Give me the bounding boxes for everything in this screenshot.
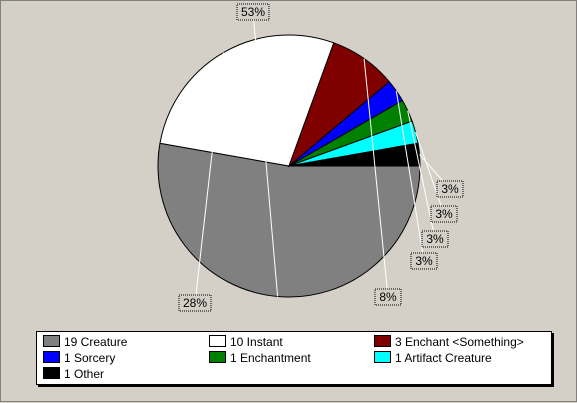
slice-label-enchantment: 3% <box>421 230 449 248</box>
legend-item-enchant-something: 3 Enchant <Something> <box>374 335 524 349</box>
legend-item-sorcery: 1 Sorcery <box>43 351 115 365</box>
legend-item-creature: 19 Creature <box>43 335 127 349</box>
legend-item-enchantment: 1 Enchantment <box>209 351 311 365</box>
slice-labels: 53% 28% 8% 3% 3% 3% 3% <box>178 3 464 312</box>
pie-slice-instant <box>159 34 335 167</box>
leader-line-artifact-creature <box>415 131 445 215</box>
legend-swatch-other <box>43 367 60 379</box>
legend-label-artifact-creature: 1 Artifact Creature <box>395 351 492 365</box>
slice-percent-label: 28% <box>183 296 207 310</box>
slice-label-enchant-something: 8% <box>374 288 402 306</box>
legend-swatch-sorcery <box>43 351 60 363</box>
legend-label-sorcery: 1 Sorcery <box>64 351 116 365</box>
legend: 19 Creature 10 Instant 3 Enchant <Someth… <box>36 331 552 385</box>
slice-label-sorcery: 3% <box>410 252 438 270</box>
legend-label-enchant-something: 3 Enchant <Something> <box>395 335 524 349</box>
legend-swatch-creature <box>43 335 60 347</box>
slice-label-box <box>236 3 270 21</box>
legend-swatch-enchant-something <box>374 335 391 347</box>
slice-percent-label: 53% <box>241 5 265 19</box>
legend-item-other: 1 Other <box>43 367 104 381</box>
slice-percent-label: 3% <box>435 207 453 221</box>
slice-label-box <box>430 205 458 223</box>
slice-percent-label: 3% <box>426 232 444 246</box>
slice-label-instant: 28% <box>178 294 212 312</box>
legend-swatch-instant <box>209 335 226 347</box>
legend-label-instant: 10 Instant <box>230 335 283 349</box>
slice-percent-label: 3% <box>415 254 433 268</box>
leader-line-instant <box>194 52 224 304</box>
slice-label-box <box>178 294 212 312</box>
leader-line-sorcery <box>395 90 425 262</box>
slice-label-box <box>374 288 402 306</box>
slice-label-creature: 53% <box>236 3 270 21</box>
leader-line-creature <box>252 11 279 297</box>
label-leader-lines <box>194 11 451 304</box>
leader-line-enchantment <box>407 110 436 240</box>
legend-label-enchantment: 1 Enchantment <box>230 351 311 365</box>
legend-item-instant: 10 Instant <box>209 335 283 349</box>
legend-label-other: 1 Other <box>64 367 105 381</box>
slice-percent-label: 3% <box>441 182 459 196</box>
slice-label-box <box>421 230 449 248</box>
leader-line-enchant-something <box>363 58 389 298</box>
legend-item-artifact-creature: 1 Artifact Creature <box>374 351 492 365</box>
slice-label-box <box>410 252 438 270</box>
slice-percent-label: 8% <box>379 290 397 304</box>
legend-swatch-artifact-creature <box>374 351 391 363</box>
pie-slice-other <box>288 142 421 167</box>
legend-swatch-enchantment <box>209 351 226 363</box>
slice-label-other: 3% <box>436 180 464 198</box>
slice-label-box <box>436 180 464 198</box>
legend-label-creature: 19 Creature <box>64 335 128 349</box>
pie-slices <box>157 34 421 298</box>
slice-label-artifact-creature: 3% <box>430 205 458 223</box>
